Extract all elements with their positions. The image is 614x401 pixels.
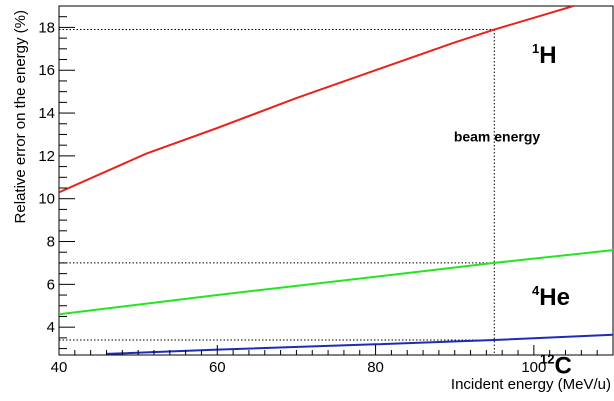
series-label-element: H — [539, 42, 556, 69]
series-label-1H: 1H — [532, 41, 557, 69]
series-label-element: He — [539, 284, 570, 311]
y-tick-label-14: 14 — [38, 105, 55, 122]
series-group — [59, 6, 613, 355]
y-tick-label-4: 4 — [47, 319, 55, 336]
series-labels: 1H 4He 12C — [532, 41, 572, 379]
series-label-mass-number: 1 — [532, 41, 539, 56]
y-axis-label: Relative error on the energy (%) — [12, 10, 29, 223]
series-line-1H — [59, 6, 574, 194]
y-tick-label-12: 12 — [38, 148, 55, 165]
series-label-mass-number: 12 — [540, 351, 554, 366]
series-label-12C: 12C — [540, 351, 572, 379]
y-tick-label-16: 16 — [38, 62, 55, 79]
y-tick-label-18: 18 — [38, 19, 55, 36]
series-label-mass-number: 4 — [532, 283, 540, 298]
y-tick-label-6: 6 — [47, 276, 55, 293]
series-line-12C — [106, 333, 613, 355]
plot-frame — [58, 5, 614, 356]
beam-energy-annotation: beam energy — [454, 129, 541, 145]
x-axis-label: Incident energy (MeV/u) — [451, 376, 611, 393]
x-tick-label-60: 60 — [209, 359, 226, 376]
series-label-element: C — [554, 352, 571, 379]
x-tick-label-40: 40 — [51, 359, 68, 376]
y-tick-label-8: 8 — [47, 234, 55, 251]
x-tick-label-100: 100 — [521, 359, 546, 376]
reference-guides — [59, 29, 495, 355]
y-tick-label-10: 10 — [38, 191, 55, 208]
series-label-4He: 4He — [532, 283, 570, 311]
series-line-4He — [59, 249, 613, 316]
x-tick-label-80: 80 — [367, 359, 384, 376]
